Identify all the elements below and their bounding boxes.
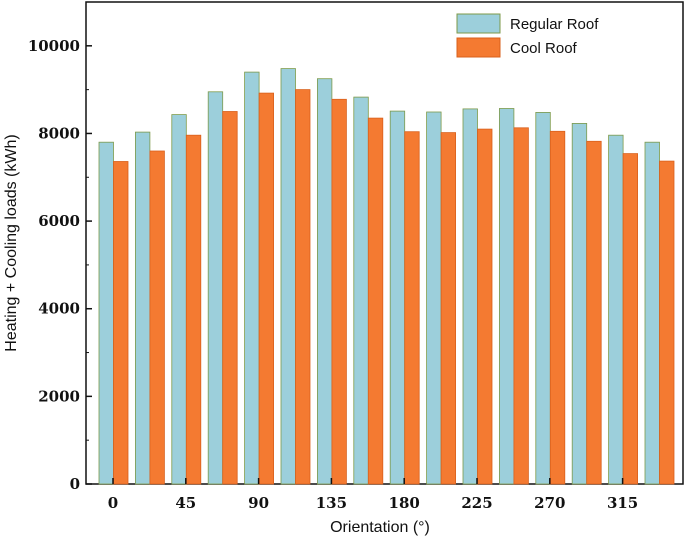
bar-regular-roof — [498, 108, 515, 485]
bar-cool-roof — [404, 131, 420, 485]
legend-label: Regular Roof — [510, 16, 599, 33]
bar-regular-roof — [389, 110, 406, 485]
bar-cool-roof — [331, 98, 347, 485]
bar-regular-roof — [353, 96, 369, 485]
bar-regular-roof — [207, 91, 224, 485]
bar-cool-roof — [513, 127, 529, 485]
y-axis-title: Heating + Cooling loads (kWh) — [3, 134, 20, 351]
bar-regular-roof — [316, 78, 333, 485]
bar-regular-roof — [171, 114, 187, 485]
bar-regular-roof — [608, 134, 624, 485]
bar-regular-roof — [644, 141, 660, 485]
bar-regular-roof — [462, 108, 478, 485]
bar-regular-roof — [98, 141, 114, 485]
bar-regular-roof — [426, 111, 442, 485]
bar-cool-roof — [258, 92, 275, 485]
x-tick-label: 315 — [607, 494, 638, 512]
y-tick-label: 0 — [70, 475, 80, 493]
x-tick-label: 90 — [248, 494, 269, 512]
y-tick-label: 6000 — [38, 212, 80, 230]
y-axis: 0 2000 4000 6000 8000 10000 — [28, 37, 92, 493]
bar-cool-roof — [659, 160, 675, 485]
bar-cool-roof — [367, 117, 384, 485]
x-axis-title: Orientation (°) — [330, 519, 430, 536]
x-tick-label: 270 — [534, 494, 565, 512]
bar-regular-roof — [134, 131, 151, 485]
bar-regular-roof — [535, 112, 551, 485]
legend: Regular Roof Cool Roof — [456, 13, 599, 58]
bar-cool-roof — [622, 153, 638, 485]
bar-regular-roof — [280, 68, 296, 485]
bar-cool-roof — [549, 130, 566, 485]
legend-label: Cool Roof — [510, 40, 578, 57]
plot-frame — [85, 1, 684, 485]
x-tick-label: 135 — [316, 494, 347, 512]
bar-cool-roof — [295, 89, 311, 485]
x-tick-label: 45 — [175, 494, 196, 512]
x-tick-label: 180 — [389, 494, 420, 512]
bars-group — [98, 68, 675, 485]
x-axis: 0 45 90 135 180 225 270 315 — [108, 478, 638, 512]
y-tick-label: 4000 — [38, 300, 80, 318]
legend-swatch — [456, 13, 501, 34]
x-tick-label: 225 — [461, 494, 492, 512]
x-tick-label: 0 — [108, 494, 118, 512]
legend-swatch — [456, 37, 501, 58]
bar-regular-roof — [571, 123, 588, 485]
bar-cool-roof — [185, 134, 202, 485]
y-tick-label: 10000 — [28, 37, 80, 55]
bar-cool-roof — [440, 132, 457, 485]
bar-cool-roof — [586, 140, 602, 485]
bar-regular-roof — [244, 71, 260, 485]
bar-cool-roof — [113, 161, 129, 485]
bar-cool-roof — [477, 128, 493, 485]
bar-cool-roof — [222, 111, 238, 485]
y-tick-label: 8000 — [38, 124, 80, 142]
y-tick-label: 2000 — [38, 387, 80, 405]
bar-cool-roof — [149, 150, 165, 485]
